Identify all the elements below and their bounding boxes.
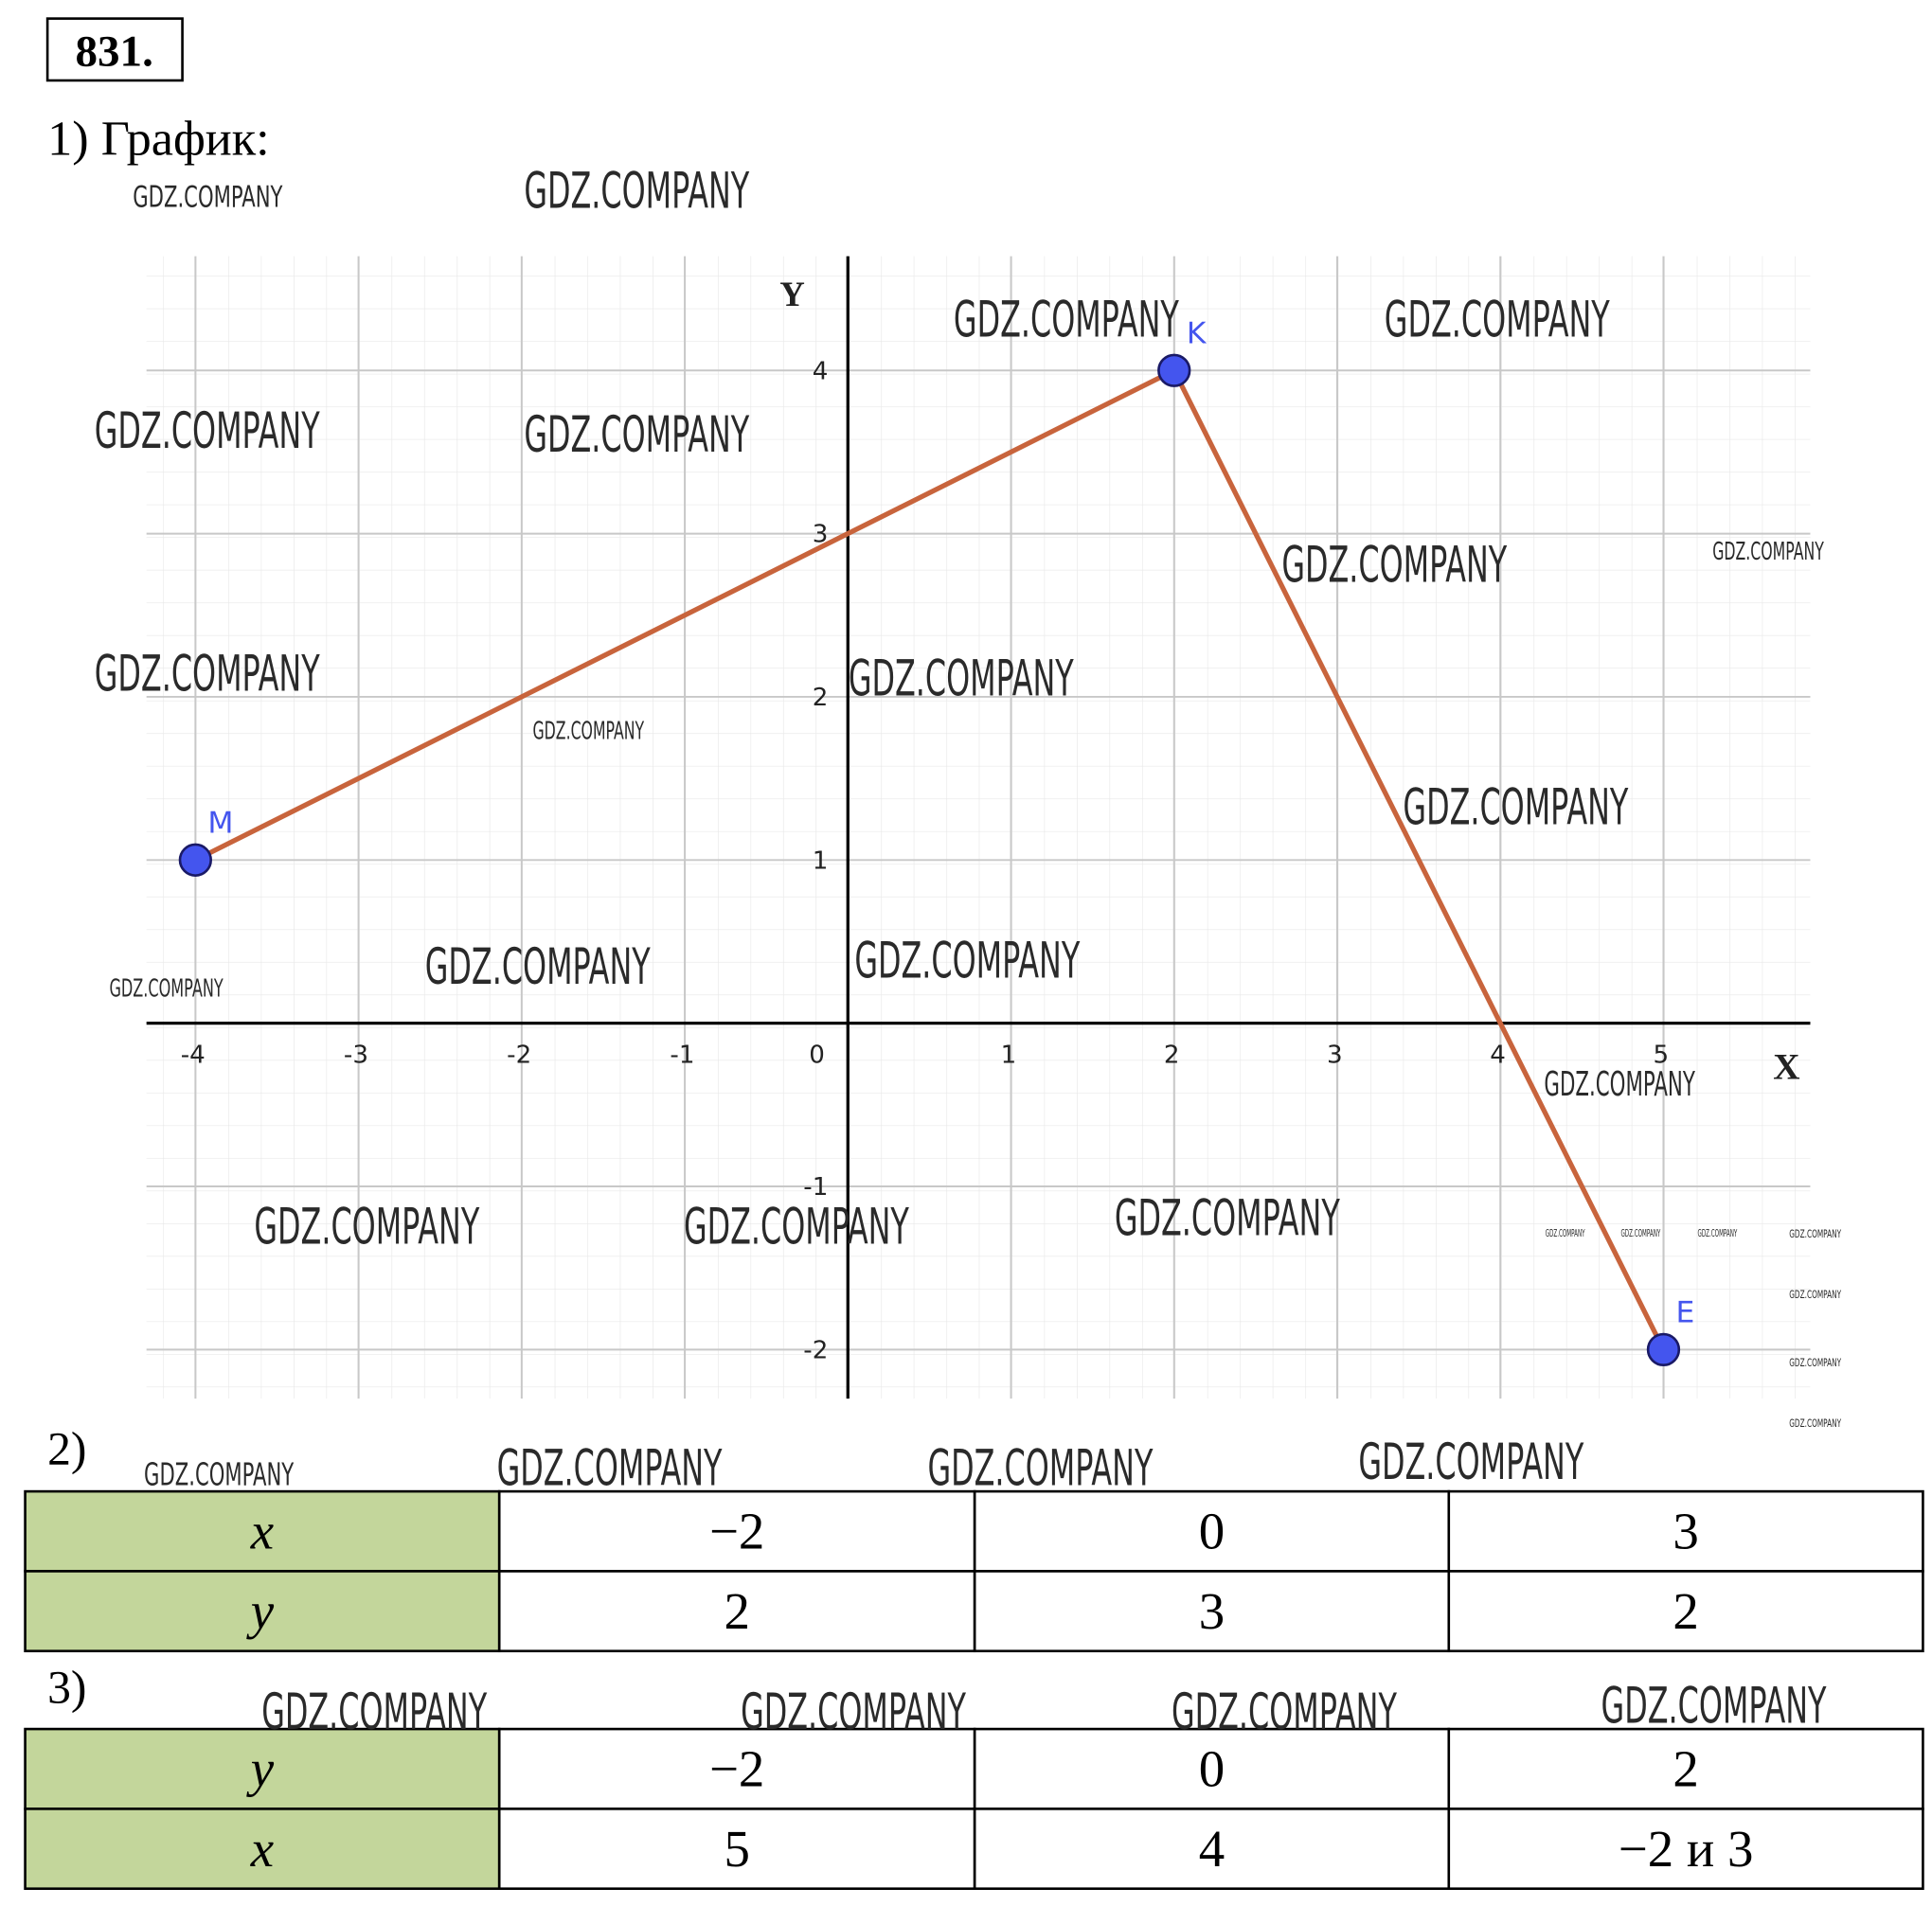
- x-tick-label: -4: [181, 1041, 206, 1069]
- point: [1157, 353, 1191, 387]
- table-cell: [1447, 1727, 1924, 1810]
- watermark: GDZ.COMPANY: [1546, 1228, 1585, 1239]
- watermark: GDZ.COMPANY: [1358, 1434, 1584, 1491]
- watermark: GDZ.COMPANY: [849, 650, 1075, 708]
- cell-text: −2 и 3: [1619, 1820, 1754, 1878]
- chart: -4 -3 -2 -1 0 1 2 3 4 5 -2 -1 1 2 3 4 X Y M K E: [146, 256, 1811, 1399]
- y-tick-label: 4: [813, 357, 829, 385]
- point: [1646, 1332, 1681, 1367]
- watermark: GDZ.COMPANY: [1544, 1065, 1695, 1104]
- watermark: GDZ.COMPANY: [854, 933, 1081, 990]
- watermark: GDZ.COMPANY: [1789, 1356, 1841, 1369]
- watermark: GDZ.COMPANY: [497, 1440, 724, 1498]
- table-cell: [973, 1808, 1451, 1891]
- watermark: GDZ.COMPANY: [954, 292, 1180, 349]
- watermark: GDZ.COMPANY: [109, 974, 224, 1003]
- watermark: GDZ.COMPANY: [144, 1457, 295, 1493]
- part-label: 2): [47, 1422, 86, 1474]
- point: [178, 843, 212, 877]
- watermark: GDZ.COMPANY: [1601, 1678, 1828, 1736]
- x-axis-label: X: [1773, 1046, 1799, 1087]
- x-tick-label: 1: [1001, 1041, 1017, 1069]
- watermark: GDZ.COMPANY: [1403, 779, 1629, 837]
- cell-text: 2: [1673, 1740, 1698, 1798]
- y-tick-label: 2: [813, 684, 829, 712]
- watermark: GDZ.COMPANY: [1385, 292, 1611, 349]
- y-tick-label: -2: [803, 1337, 828, 1365]
- table-cell: [1447, 1808, 1924, 1891]
- watermark: GDZ.COMPANY: [533, 717, 645, 745]
- watermark: GDZ.COMPANY: [684, 1199, 910, 1256]
- x-tick-label: -1: [670, 1041, 694, 1069]
- y-axis-label: Y: [779, 275, 804, 313]
- minor-grid: [146, 256, 1811, 1399]
- x-tick-label: -2: [507, 1041, 531, 1069]
- watermark: GDZ.COMPANY: [254, 1199, 480, 1256]
- watermark: GDZ.COMPANY: [1172, 1683, 1398, 1741]
- part-label: 1) График:: [47, 111, 270, 166]
- row-header: y: [246, 1582, 275, 1640]
- cell-text: 0: [1199, 1740, 1225, 1798]
- watermark: GDZ.COMPANY: [425, 938, 652, 996]
- cell-text: 2: [1673, 1582, 1698, 1640]
- watermark: GDZ.COMPANY: [95, 402, 321, 460]
- part-label: 3): [47, 1662, 86, 1714]
- watermark: GDZ.COMPANY: [1789, 1227, 1841, 1240]
- cell-text: 5: [724, 1820, 749, 1878]
- row-header: x: [250, 1503, 274, 1560]
- table-cell: [24, 1808, 501, 1891]
- cell-text: 4: [1199, 1820, 1225, 1878]
- table-cell: [24, 1489, 501, 1573]
- table-cell: [973, 1570, 1451, 1653]
- watermark: GDZ.COMPANY: [261, 1683, 488, 1741]
- watermark: GDZ.COMPANY: [741, 1683, 967, 1741]
- watermark: GDZ.COMPANY: [1698, 1228, 1738, 1239]
- watermark: GDZ.COMPANY: [524, 163, 750, 221]
- table-cell: [24, 1570, 501, 1653]
- watermark: GDZ.COMPANY: [1115, 1190, 1341, 1248]
- x-tick-label: -3: [344, 1041, 368, 1069]
- x-tick-label: 0: [809, 1041, 825, 1069]
- point-label: E: [1676, 1296, 1695, 1330]
- row-header: y: [246, 1740, 275, 1798]
- cell-text: 3: [1673, 1503, 1698, 1560]
- cell-text: 3: [1199, 1582, 1225, 1640]
- number-box: [45, 17, 184, 82]
- watermark: GDZ.COMPANY: [927, 1440, 1154, 1498]
- point-label: K: [1187, 316, 1208, 350]
- x-tick-label: 5: [1654, 1041, 1670, 1069]
- table-cell: [497, 1489, 976, 1573]
- x-tick-label: 2: [1164, 1041, 1180, 1069]
- watermark: GDZ.COMPANY: [1789, 1288, 1841, 1301]
- y-tick-label: 3: [813, 521, 829, 549]
- point-label: M: [207, 807, 233, 841]
- watermark: GDZ.COMPANY: [1712, 538, 1824, 566]
- cell-text: 0: [1199, 1503, 1225, 1560]
- watermark: GDZ.COMPANY: [524, 406, 750, 464]
- cell-text: −2: [709, 1740, 764, 1798]
- tables: 2) x −2 0 3 y 2 3 2 3) y −2 0 2 x 5 4 −2 и 3: [24, 1422, 1924, 1891]
- watermark: GDZ.COMPANY: [133, 180, 283, 214]
- watermark: GDZ.COMPANY: [95, 645, 321, 703]
- table-cell: [497, 1727, 976, 1810]
- exercise-number: 831.: [76, 27, 153, 76]
- y-tick-label: 1: [813, 846, 829, 875]
- cell-text: −2: [709, 1503, 764, 1560]
- watermark: GDZ.COMPANY: [1620, 1228, 1660, 1239]
- table-cell: [973, 1727, 1451, 1810]
- watermark: GDZ.COMPANY: [1789, 1416, 1841, 1430]
- table-cell: [24, 1727, 501, 1810]
- x-tick-label: 3: [1327, 1041, 1343, 1069]
- table-cell: [1447, 1570, 1924, 1653]
- y-tick-label: -1: [803, 1173, 828, 1202]
- watermarks: GDZ.COMPANY GDZ.COMPANY GDZ.COMPANY GDZ.COM…: [95, 163, 1842, 1741]
- row-header: x: [250, 1820, 274, 1878]
- x-tick-label: 4: [1490, 1041, 1506, 1069]
- watermark: GDZ.COMPANY: [1281, 536, 1508, 594]
- cell-text: 2: [724, 1582, 749, 1640]
